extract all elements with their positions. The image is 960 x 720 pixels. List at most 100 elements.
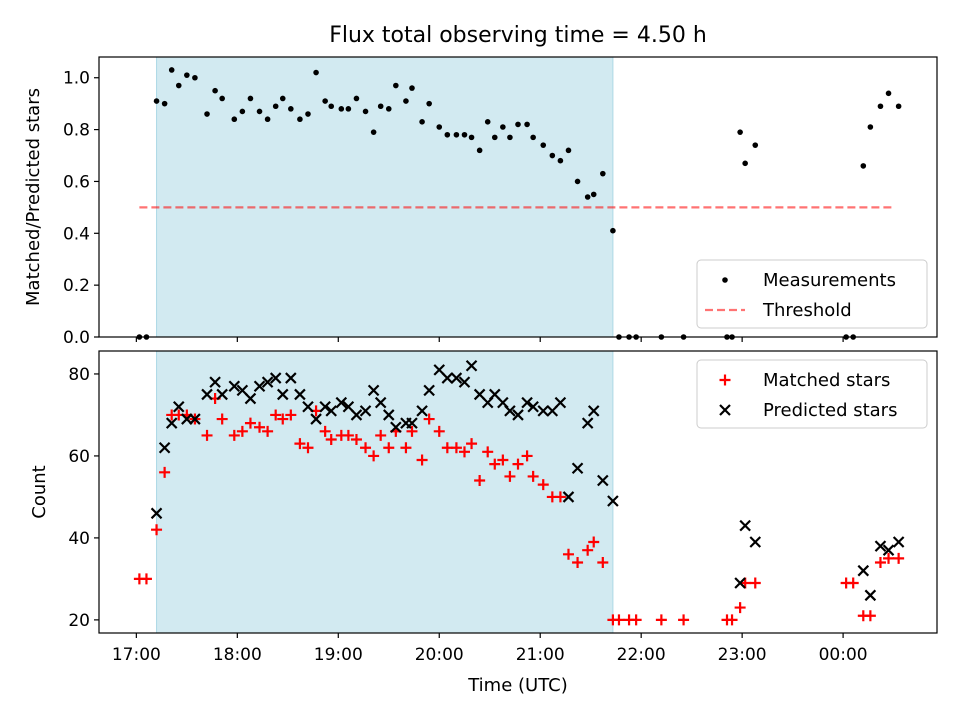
measurement-point [353, 95, 360, 102]
predicted-star-point [562, 491, 575, 503]
matched-star-point [368, 450, 380, 462]
predicted-star-point [465, 359, 478, 372]
measurement-point [461, 131, 468, 138]
measurement-point [476, 147, 483, 154]
measurement-point [297, 116, 303, 123]
measurement-point [175, 82, 182, 89]
ratio-panel: 0.0 0.2 0.4 0.6 0.8 1.0 Matched/Predicted star… [23, 56, 938, 348]
x-tick-label: 21:00 [516, 645, 565, 665]
measurement-point [328, 103, 335, 110]
measurement-point [444, 131, 451, 138]
matched-star-point [874, 557, 886, 568]
predicted-star-point [165, 417, 178, 429]
measurement-point [385, 106, 392, 112]
measurement-point [305, 111, 311, 117]
legend-box [696, 359, 928, 429]
matched-star-point [466, 438, 478, 450]
matched-star-point [325, 434, 337, 446]
measurement-point [500, 124, 506, 130]
matched-star-point [630, 614, 642, 626]
y-tick-label: 0.8 [63, 121, 90, 141]
matched-star-point [423, 413, 435, 425]
matched-star-point [749, 577, 761, 589]
predicted-star-point [359, 405, 372, 417]
matched-star-point [572, 557, 584, 568]
x-tick-label: 18:00 [213, 645, 262, 665]
x-tick-label: 22:00 [617, 645, 666, 665]
legend: Matched stars Predicted stars [696, 359, 928, 429]
predicted-star-point [228, 380, 241, 393]
legend-label: Matched stars [763, 370, 890, 391]
matched-star-point [474, 475, 486, 487]
matched-star-point [497, 454, 509, 466]
predicted-star-point [158, 441, 171, 454]
predicted-star-point [537, 405, 550, 417]
predicted-star-point [554, 396, 567, 409]
measurement-point [860, 163, 867, 169]
matched-star-point [864, 610, 876, 622]
predicted-star-point [607, 495, 619, 507]
matched-star-point [216, 413, 228, 425]
matched-star-point [285, 409, 297, 421]
predicted-star-point [294, 388, 306, 401]
chart-title: Flux total observing time = 4.50 h [329, 23, 707, 48]
y-tick-label: 0.4 [63, 224, 90, 244]
matched-star-point [554, 491, 566, 503]
measurement-point [507, 134, 513, 141]
matched-star-point [350, 434, 362, 446]
predicted-star-point [390, 421, 402, 434]
legend-marker-matched [719, 374, 731, 386]
matched-star-point [400, 442, 412, 454]
predicted-star-point [581, 417, 594, 429]
predicted-star-point [406, 417, 418, 429]
matched-star-point [527, 470, 539, 482]
measurement-point [515, 121, 521, 128]
measurement-point [600, 170, 606, 177]
legend-label: Measurements [763, 270, 896, 291]
matched-star-point [360, 442, 372, 454]
matched-star-point [450, 442, 462, 454]
measurement-point [419, 119, 425, 125]
matched-star-point [236, 425, 248, 437]
legend-marker-measurements [722, 277, 728, 283]
matched-star-point [140, 573, 152, 585]
predicted-star-point [285, 372, 297, 384]
matched-star-point [159, 466, 171, 478]
measurement-point [247, 95, 254, 102]
x-tick-label: 17:00 [112, 645, 161, 665]
measurement-point [484, 119, 491, 125]
predicted-star-point [216, 388, 228, 401]
predicted-star-point [335, 396, 348, 409]
predicted-star-point [325, 405, 337, 417]
matched-star-point [582, 544, 594, 556]
predicted-star-point [512, 409, 524, 421]
predicted-star-point [261, 376, 274, 388]
predicted-star-point [597, 474, 609, 487]
predicted-star-point [209, 376, 221, 388]
x-axis-label: Time (UTC) [467, 675, 568, 696]
measurement-point [345, 106, 352, 112]
matched-star-point [406, 425, 418, 437]
matched-star-point [893, 552, 905, 564]
measurement-point [737, 129, 743, 135]
matched-star-point [383, 442, 395, 454]
predicted-star-point [739, 519, 751, 532]
measurement-point [436, 124, 443, 130]
matched-star-point [734, 602, 746, 614]
predicted-star-point [734, 577, 746, 589]
predicted-star-point [201, 388, 213, 401]
matched-star-point [512, 458, 524, 470]
predicted-star-point [269, 372, 282, 384]
measurement-point [426, 100, 432, 107]
measurement-point [279, 95, 286, 102]
measurement-point [256, 108, 263, 115]
predicted-star-point [350, 409, 363, 421]
predicted-star-point [382, 409, 395, 421]
matched-star-point [254, 421, 266, 433]
predicted-star-point [310, 413, 322, 425]
y-tick-label: 40 [68, 529, 90, 549]
measurement-point [574, 178, 581, 185]
measurement-point [584, 194, 591, 200]
measurement-point [362, 108, 369, 115]
predicted-star-point [571, 462, 584, 475]
